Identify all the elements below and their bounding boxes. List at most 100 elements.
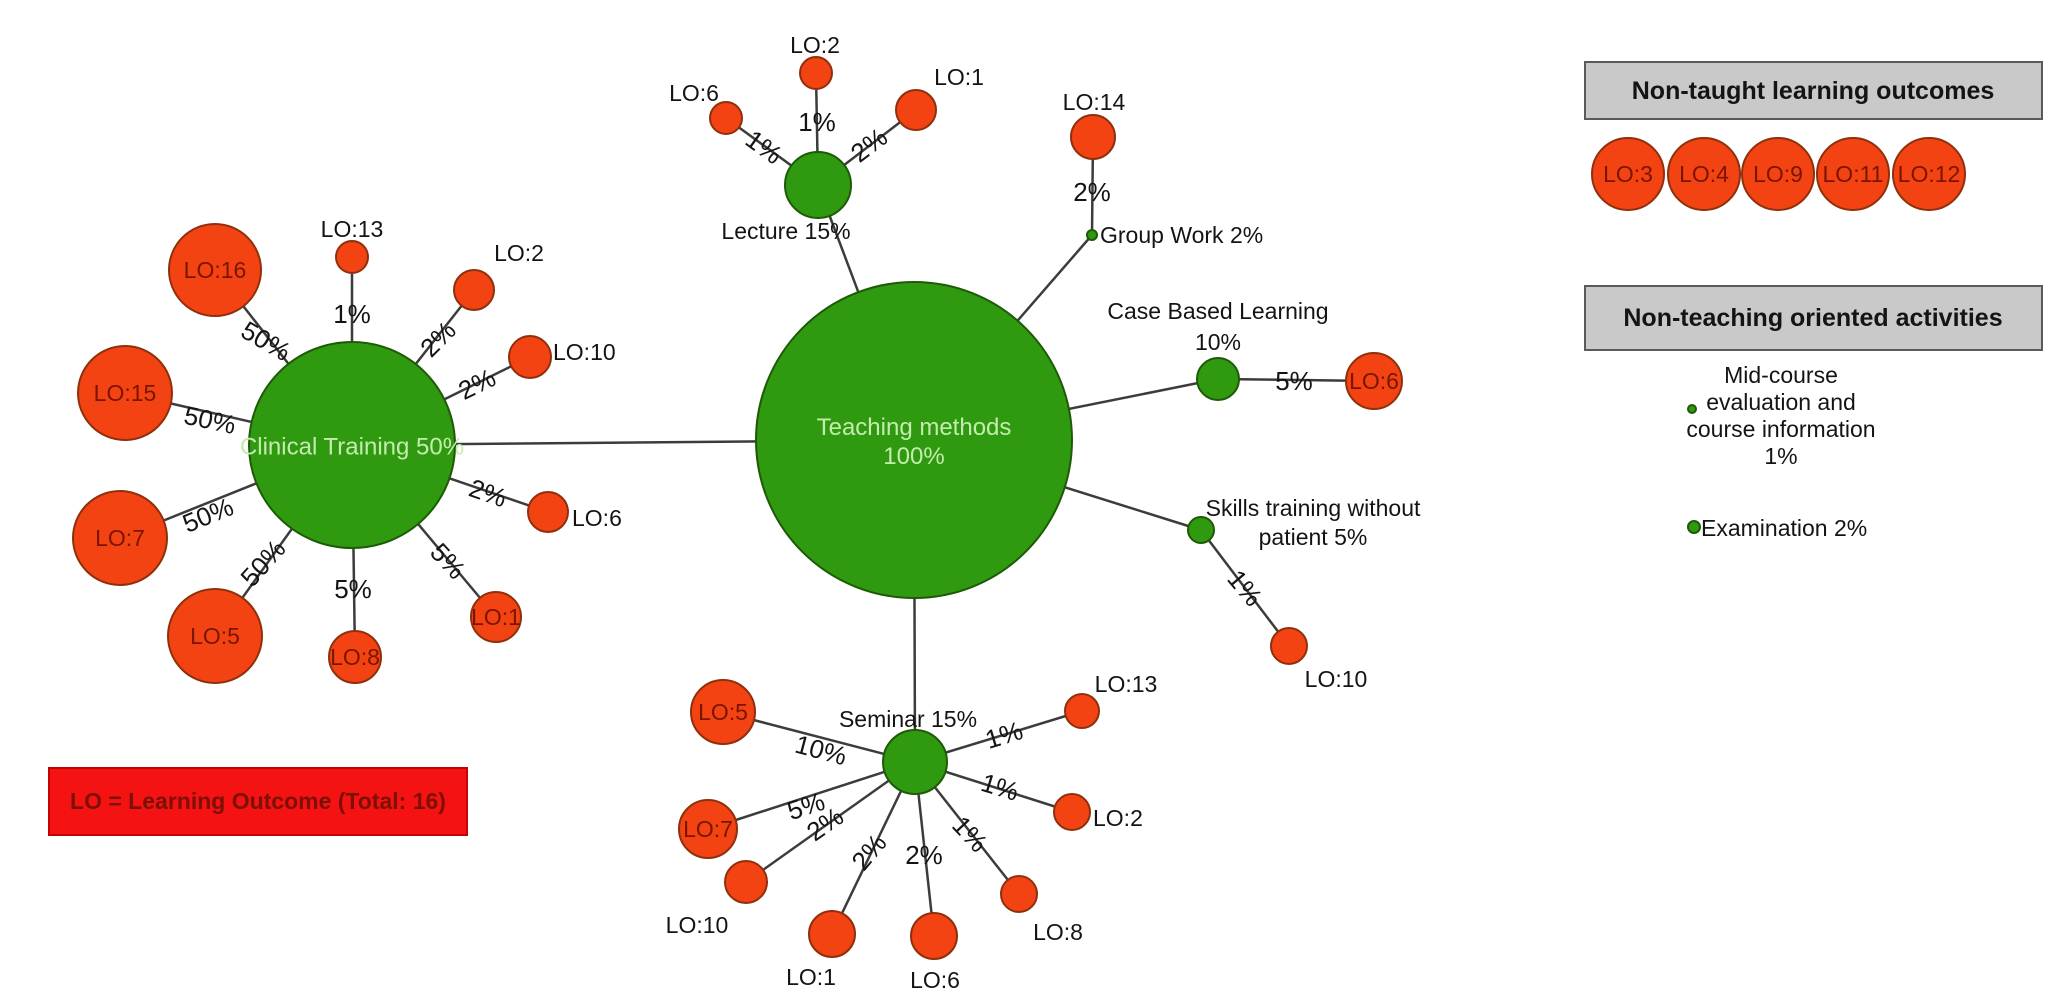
node-outer-label: LO:6 — [572, 505, 622, 531]
node-inner-label: 100% — [883, 443, 944, 470]
node-l2 — [799, 56, 833, 90]
edge-weight-label: 50% — [236, 315, 296, 367]
node-skills — [1187, 516, 1215, 544]
node-outer-label: LO:10 — [553, 339, 616, 365]
node-seminar — [882, 729, 948, 795]
legend-outcome-LO-12 — [1892, 137, 1966, 211]
node-clinical — [248, 341, 456, 549]
node-inner-label: LO:7 — [683, 816, 733, 842]
legend-non-taught-title: Non-taught learning outcomes — [1632, 77, 1995, 105]
node-c1 — [470, 591, 522, 643]
node-inner-label: Teaching methods — [817, 414, 1012, 441]
node-s10 — [1270, 627, 1308, 665]
edge-weight-label: 50% — [181, 400, 238, 440]
node-outer-label: LO:6 — [669, 80, 719, 106]
node-c10c — [508, 335, 552, 379]
node-inner-label: LO:7 — [95, 525, 145, 551]
legend-activity-dot — [1687, 404, 1697, 414]
node-casebased — [1196, 357, 1240, 401]
edge-weight-label: 5% — [334, 574, 372, 604]
node-outer-label: LO:13 — [321, 216, 384, 242]
node-outer-label: LO:2 — [790, 32, 840, 58]
edge-weight-label: 1% — [798, 107, 836, 137]
node-c5 — [167, 588, 263, 684]
node-outer-label: LO:1 — [934, 64, 984, 90]
legend-outcome-label: LO:4 — [1679, 161, 1729, 187]
legend-activity-label: Mid-course — [1724, 362, 1838, 388]
edge-weight-label: 1% — [982, 715, 1027, 755]
edge-weight-label: 2% — [905, 840, 943, 870]
legend-outcome-label: LO:11 — [1823, 161, 1884, 187]
node-c16 — [168, 223, 262, 317]
node-c2c — [453, 269, 495, 311]
node-outer-label: Group Work 2% — [1100, 222, 1263, 248]
node-outer-label: LO:10 — [1305, 666, 1368, 692]
legend-note-box — [48, 767, 468, 836]
legend-non-taught-box — [1584, 61, 2043, 120]
node-lecture — [784, 151, 852, 219]
node-outer-label: 10% — [1195, 329, 1241, 355]
edge-weight-label: 50% — [178, 491, 237, 538]
edge-weight-label: 1% — [740, 124, 788, 170]
legend-activity-label: 1% — [1764, 443, 1797, 469]
node-outer-label: Skills training without — [1206, 495, 1421, 521]
edge-seminar-sem10 — [745, 760, 916, 884]
node-l1 — [895, 89, 937, 131]
node-outer-label: LO:13 — [1095, 671, 1158, 697]
node-teaching — [755, 281, 1073, 599]
node-sem10 — [724, 860, 768, 904]
node-sem8 — [1000, 875, 1038, 913]
legend-activity-label: evaluation and — [1706, 389, 1856, 415]
edge-weight-label: 5% — [1275, 366, 1313, 396]
edge-weight-label: 1% — [978, 767, 1023, 807]
node-inner-label: LO:15 — [94, 380, 157, 406]
legend-outcome-label: LO:9 — [1753, 161, 1803, 187]
node-sem6 — [910, 912, 958, 960]
edge-weight-label: 2% — [1073, 177, 1111, 207]
node-groupwork — [1086, 229, 1098, 241]
nodes-layer — [72, 56, 1403, 960]
node-inner-label: LO:8 — [330, 644, 380, 670]
edge-seminar-sem5 — [722, 710, 916, 764]
node-outer-label: Lecture 15% — [721, 218, 850, 244]
legend-activity-dot — [1687, 520, 1701, 534]
legend-outcome-label: LO:12 — [1898, 161, 1961, 187]
node-sem7 — [678, 799, 738, 859]
node-c15 — [77, 345, 173, 441]
node-inner-label: LO:1 — [471, 604, 521, 630]
edge-weight-label: 10% — [792, 729, 850, 771]
node-c13 — [335, 240, 369, 274]
node-g14 — [1070, 114, 1116, 160]
node-c7 — [72, 490, 168, 586]
node-outer-label: Case Based Learning — [1107, 298, 1328, 324]
node-inner-label: LO:6 — [1349, 368, 1399, 394]
node-c6c — [527, 491, 569, 533]
legend-outcome-LO-9 — [1741, 137, 1815, 211]
edge-weight-label: 2% — [454, 362, 501, 405]
node-outer-label: Seminar 15% — [839, 706, 977, 732]
node-outer-label: LO:6 — [910, 967, 960, 993]
edge-weight-label: 1% — [946, 810, 994, 858]
edge-weight-label: 1% — [333, 299, 371, 329]
node-outer-label: LO:10 — [666, 912, 729, 938]
node-outer-label: patient 5% — [1259, 524, 1368, 550]
node-inner-label: LO:5 — [698, 699, 748, 725]
node-sem2 — [1053, 793, 1091, 831]
legend-activity-label: Examination 2% — [1701, 515, 1867, 541]
node-outer-label: LO:1 — [786, 964, 836, 990]
legend-activity-label: course information — [1686, 416, 1875, 442]
node-outer-label: LO:14 — [1063, 89, 1126, 115]
legend-outcome-label: LO:3 — [1603, 161, 1653, 187]
legend-non-teaching-title: Non-teaching oriented activities — [1623, 304, 2002, 332]
legend-note-text: LO = Learning Outcome (Total: 16) — [70, 788, 446, 814]
edge-seminar-sem7 — [707, 760, 916, 831]
node-outer-label: LO:2 — [494, 240, 544, 266]
edge-weight-label: 2% — [845, 828, 892, 876]
node-sem1 — [808, 910, 856, 958]
node-inner-label: LO:5 — [190, 623, 240, 649]
node-cb6 — [1345, 352, 1403, 410]
node-inner-label: Clinical Training 50% — [240, 434, 464, 461]
legend-outcome-LO-3 — [1591, 137, 1665, 211]
